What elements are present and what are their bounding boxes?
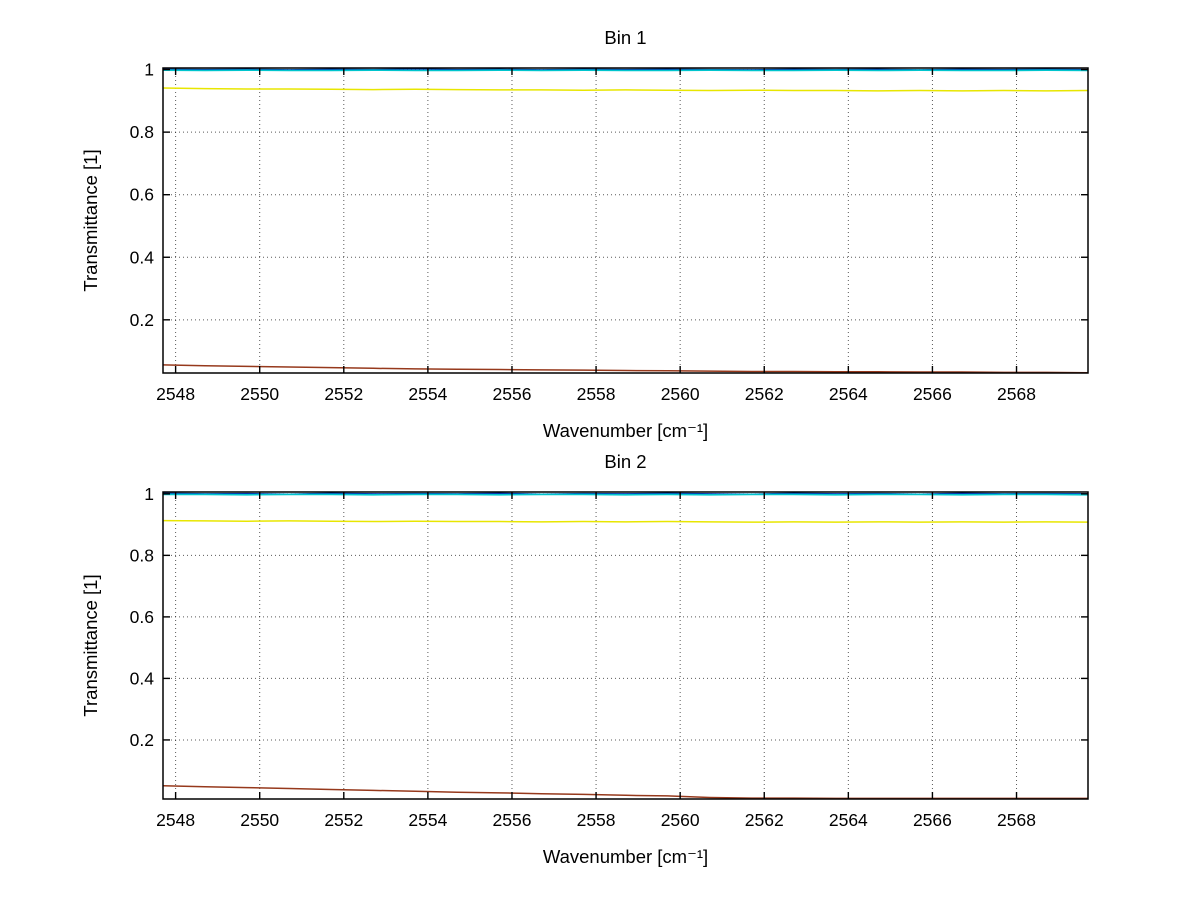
x-axis-label: Wavenumber [cm⁻¹] <box>543 420 708 441</box>
y-tick-label: 0.2 <box>130 730 154 750</box>
x-tick-label: 2550 <box>240 810 279 830</box>
axis-box <box>162 491 1089 800</box>
x-tick-label: 2552 <box>324 384 363 404</box>
series-transmittance-yellow <box>162 519 1089 523</box>
chart-canvas: 2548 2550 2552 2554 2556 2558 2560 2562 2564 2566… <box>80 451 1089 867</box>
y-tick-label: 0.8 <box>130 545 154 565</box>
x-tick-label: 2560 <box>661 384 700 404</box>
chart-title: Bin 2 <box>604 451 646 472</box>
x-tick-label: 2566 <box>913 810 952 830</box>
y-tick-label: 0.6 <box>130 185 154 205</box>
y-tick-label: 0.4 <box>130 247 155 267</box>
y-axis-label: Transmittance [1] <box>80 574 101 716</box>
x-tick-label: 2568 <box>997 810 1036 830</box>
plot-area <box>163 68 1088 373</box>
axis-box <box>162 67 1089 374</box>
bin-2-chart: 2548 2550 2552 2554 2556 2558 2560 2562 2564 2566… <box>0 450 1200 901</box>
x-tick-label: 2568 <box>997 384 1036 404</box>
x-tick-label: 2562 <box>745 384 784 404</box>
x-axis-label: Wavenumber [cm⁻¹] <box>543 846 708 867</box>
y-tick-label: 1 <box>144 60 154 80</box>
series-transmittance-yellow <box>162 87 1089 92</box>
x-tick-label: 2548 <box>156 810 195 830</box>
series-transmittance-darkred <box>162 364 1089 374</box>
x-tick-label: 2566 <box>913 384 952 404</box>
y-tick-label: 1 <box>144 484 154 504</box>
y-tick-label: 0.8 <box>130 122 154 142</box>
x-tick-label: 2550 <box>240 384 279 404</box>
x-tick-label: 2562 <box>745 810 784 830</box>
x-tick-label: 2558 <box>577 384 616 404</box>
x-tick-label: 2564 <box>829 810 868 830</box>
x-tick-label: 2560 <box>661 810 700 830</box>
y-axis-label: Transmittance [1] <box>80 149 101 291</box>
y-tick-label: 0.2 <box>130 310 154 330</box>
x-tick-label: 2556 <box>493 384 532 404</box>
chart-title: Bin 1 <box>604 27 646 48</box>
x-tick-label: 2548 <box>156 384 195 404</box>
bin-1-chart: 2548 2550 2552 2554 2556 2558 2560 2562 2564 2566… <box>0 0 1200 450</box>
y-tick-label: 0.4 <box>130 668 155 688</box>
x-tick-label: 2556 <box>493 810 532 830</box>
x-tick-label: 2558 <box>577 810 616 830</box>
x-tick-label: 2554 <box>408 810 447 830</box>
y-tick-label: 0.6 <box>130 607 154 627</box>
x-tick-label: 2552 <box>324 810 363 830</box>
x-tick-label: 2564 <box>829 384 868 404</box>
chart-canvas: 2548 2550 2552 2554 2556 2558 2560 2562 2564 2566… <box>80 27 1089 441</box>
x-tick-label: 2554 <box>408 384 447 404</box>
plot-area <box>163 492 1088 799</box>
